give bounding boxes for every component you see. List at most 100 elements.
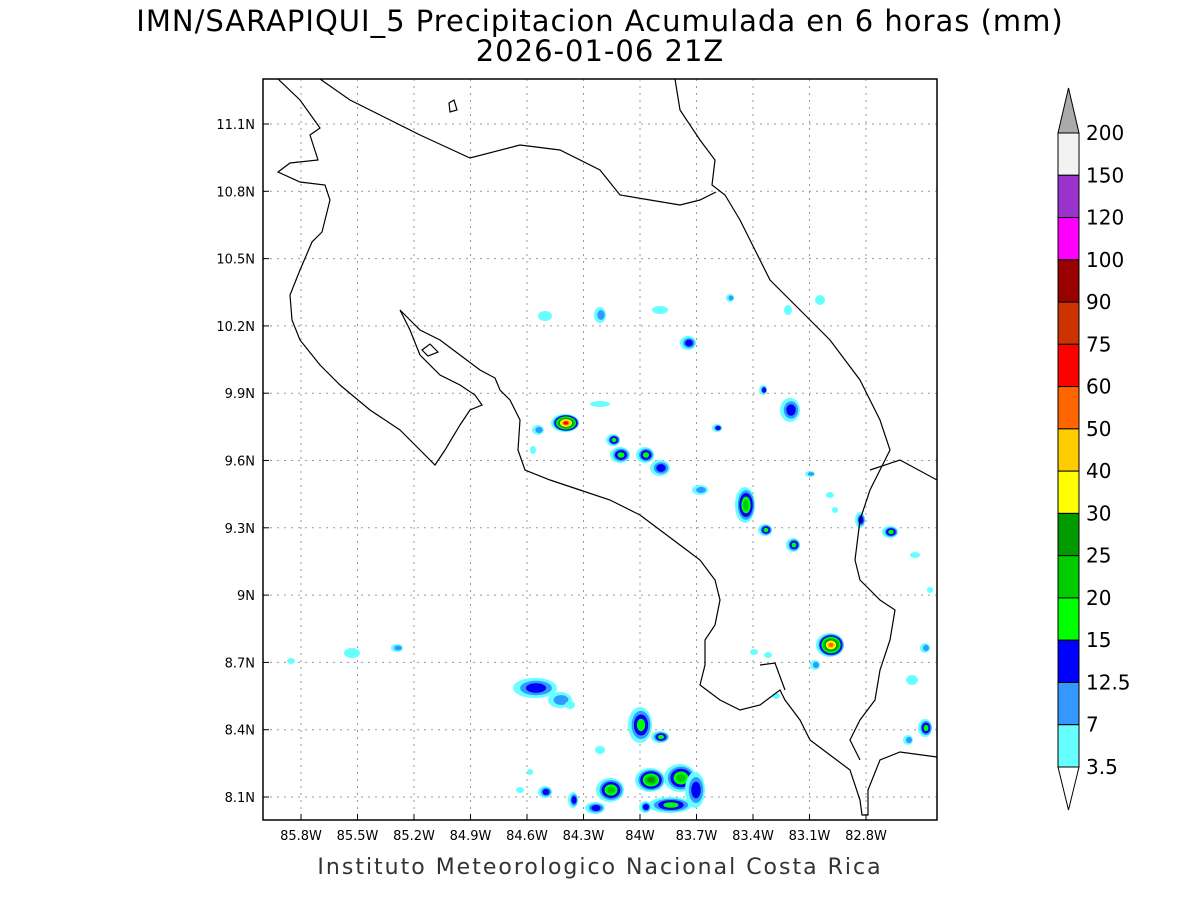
precip-cell — [530, 446, 536, 454]
colorbar-swatch — [1057, 132, 1080, 176]
colorbar-label: 150 — [1086, 163, 1124, 187]
lat-tick-label: 8.4N — [225, 724, 255, 739]
precip-cell — [565, 701, 575, 709]
precip-cell — [287, 658, 295, 664]
precip-cell — [538, 786, 552, 798]
map-title: IMN/SARAPIQUI_5 Precipitacion Acumulada … — [136, 4, 1064, 38]
precip-cell — [590, 401, 610, 407]
precip-cell — [680, 336, 696, 350]
colorbar-label: 7 — [1086, 713, 1099, 737]
lon-tick-label: 84.9W — [450, 829, 492, 844]
lon-tick-label: 85.5W — [337, 829, 379, 844]
precip-cell — [903, 735, 913, 745]
precip-cell — [513, 678, 557, 698]
colorbar-swatch — [1057, 301, 1080, 345]
colorbar-swatch — [1057, 428, 1080, 472]
precip-cell — [772, 693, 780, 699]
lat-tick-label: 10.8N — [216, 185, 255, 200]
lon-tick-label: 82.8W — [845, 829, 887, 844]
lat-tick-label: 9.9N — [225, 387, 255, 402]
colorbar-label: 100 — [1086, 248, 1124, 272]
colorbar-label: 90 — [1086, 290, 1111, 314]
lat-tick-label: 9.6N — [225, 455, 255, 470]
colorbar-label: 25 — [1086, 544, 1111, 568]
precip-cell — [750, 649, 758, 655]
lat-tick-label: 9N — [237, 589, 255, 604]
precip-cell — [805, 471, 815, 477]
precip-cell — [712, 424, 722, 432]
colorbar-swatch — [1057, 724, 1080, 768]
precip-cell — [918, 719, 932, 737]
lat-tick-label: 8.1N — [225, 791, 255, 806]
colorbar-under-triangle — [1057, 766, 1080, 811]
precip-cell — [595, 746, 605, 754]
precip-cell — [532, 425, 544, 435]
precip-cell — [758, 524, 772, 536]
lon-tick-label: 85.8W — [280, 829, 322, 844]
colorbar-swatch — [1057, 681, 1080, 726]
grid-lines — [263, 79, 937, 820]
precip-cell — [726, 294, 734, 302]
lat-tick-label: 10.5N — [216, 253, 255, 268]
precip-cell — [344, 648, 360, 658]
colorbar-label: 40 — [1086, 459, 1111, 483]
precip-cell — [759, 385, 767, 395]
precip-cell — [685, 772, 705, 808]
precip-cell — [910, 552, 920, 558]
precip-cell — [650, 460, 670, 476]
map-frame — [262, 78, 938, 821]
precip-cell — [780, 398, 800, 422]
precip-cell — [651, 731, 669, 743]
precip-cell — [832, 507, 838, 513]
colorbar-swatch — [1057, 470, 1080, 514]
colorbar-label: 60 — [1086, 375, 1111, 399]
lon-tick-label: 84W — [625, 829, 655, 844]
precip-cell — [735, 487, 755, 523]
colorbar-legend: 200 150 120 100 90 75 60 50 40 30 25 20 15 12.5 7 3.5 — [1057, 87, 1131, 811]
precip-cell — [596, 778, 624, 802]
precip-cell — [636, 447, 654, 463]
colorbar-swatch — [1057, 343, 1080, 388]
colorbar-swatch — [1057, 512, 1080, 557]
colorbar-label: 12.5 — [1086, 670, 1131, 694]
colorbar-label: 75 — [1086, 332, 1111, 356]
precip-cell — [639, 801, 651, 813]
precip-cell — [652, 306, 668, 314]
precip-cell — [815, 295, 825, 305]
precip-cell — [568, 792, 578, 808]
map-subtitle: 2026-01-06 21Z — [475, 34, 725, 68]
colorbar-label: 3.5 — [1086, 755, 1118, 779]
precip-cell — [551, 414, 579, 432]
precip-cell — [594, 307, 606, 323]
colorbar-label: 50 — [1086, 417, 1111, 441]
colorbar-swatch — [1057, 555, 1080, 599]
colorbar-swatch — [1057, 217, 1080, 261]
precip-cell — [527, 769, 533, 775]
precip-cell — [810, 660, 820, 670]
precip-cell — [606, 434, 620, 446]
colorbar-label: 120 — [1086, 206, 1124, 230]
precip-cell — [882, 526, 898, 538]
coastlines — [276, 79, 937, 816]
lat-tick-label: 10.2N — [216, 320, 255, 335]
precip-cell — [786, 538, 800, 552]
colorbar-swatch — [1057, 174, 1080, 219]
precip-cell — [635, 768, 665, 792]
lon-tick-label: 83.1W — [789, 829, 831, 844]
precip-cell — [391, 644, 403, 652]
footer-credit: Instituto Meteorologico Nacional Costa R… — [317, 855, 883, 880]
precip-cell — [927, 587, 933, 593]
lat-tick-label: 11.1N — [216, 118, 255, 133]
colorbar-swatch — [1057, 597, 1080, 641]
precip-cell — [692, 485, 708, 495]
precip-cell — [906, 675, 918, 685]
precip-cell — [610, 447, 630, 463]
lon-tick-label: 85.2W — [393, 829, 435, 844]
lon-tick-label: 83.4W — [732, 829, 774, 844]
precip-cell — [628, 707, 652, 743]
colorbar-label: 15 — [1086, 628, 1111, 652]
precip-cell — [585, 802, 605, 814]
precip-cell — [784, 305, 792, 315]
lat-tick-label: 8.7N — [225, 656, 255, 671]
